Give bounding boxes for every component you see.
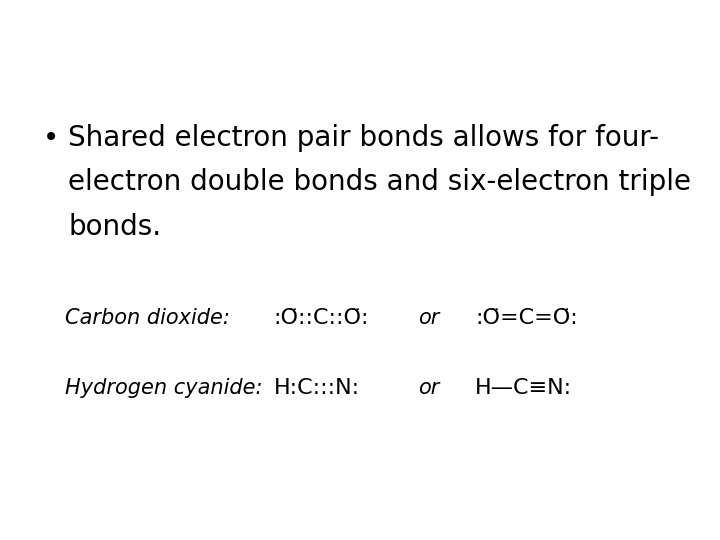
Text: H—C≡N:: H—C≡N: — [475, 378, 572, 398]
Text: Carbon dioxide:: Carbon dioxide: — [65, 308, 230, 328]
Text: :Ö::C::Ö:: :Ö::C::Ö: — [274, 308, 369, 328]
Text: bonds.: bonds. — [68, 213, 161, 241]
Text: H:C:::N:: H:C:::N: — [274, 378, 360, 398]
Text: Shared electron pair bonds allows for four-: Shared electron pair bonds allows for fo… — [68, 124, 660, 152]
Text: •: • — [43, 124, 60, 152]
Text: or: or — [418, 308, 439, 328]
Text: or: or — [418, 378, 439, 398]
Text: :Ö=C=Ö:: :Ö=C=Ö: — [475, 308, 578, 328]
Text: electron double bonds and six-electron triple: electron double bonds and six-electron t… — [68, 168, 691, 197]
Text: Hydrogen cyanide:: Hydrogen cyanide: — [65, 378, 262, 398]
